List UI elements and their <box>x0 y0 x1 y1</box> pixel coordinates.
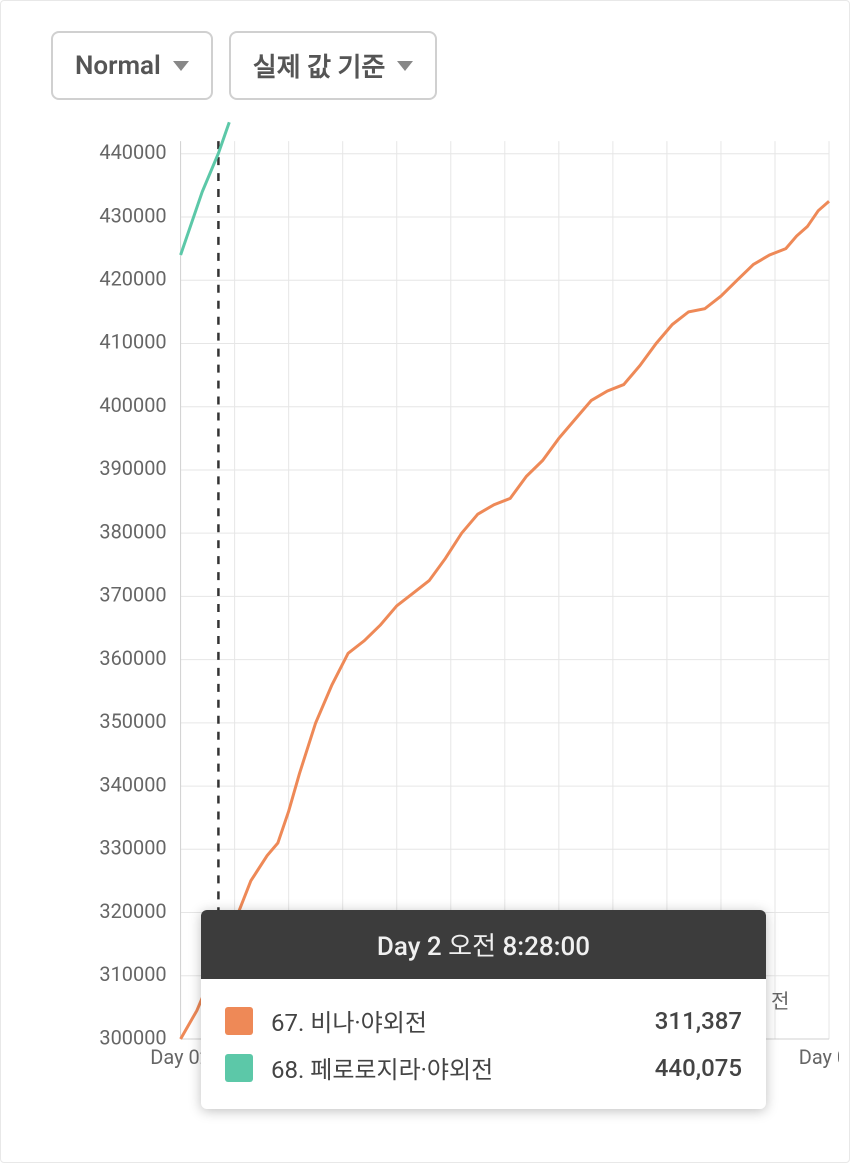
chart-container: Normal 실제 값 기준 3000003100003200003300003… <box>0 0 850 1163</box>
chart-area[interactable]: 3000003100003200003300003400003500003600… <box>11 120 839 1120</box>
tooltip-row: 68. 페로로지라·야외전 440,075 <box>225 1044 742 1091</box>
svg-text:360000: 360000 <box>99 646 166 670</box>
svg-text:380000: 380000 <box>99 519 166 543</box>
basis-dropdown-label: 실제 값 기준 <box>253 47 386 84</box>
svg-text:430000: 430000 <box>99 203 166 227</box>
svg-text:340000: 340000 <box>99 772 166 796</box>
chart-tooltip: Day 2 오전 8:28:00 67. 비나·야외전 311,387 68. … <box>201 910 766 1109</box>
svg-text:410000: 410000 <box>99 330 166 354</box>
tooltip-value: 311,387 <box>622 1007 742 1035</box>
chevron-down-icon <box>397 61 413 71</box>
tooltip-label: 67. 비나·야외전 <box>271 1003 604 1038</box>
tooltip-header: Day 2 오전 8:28:00 <box>201 910 766 979</box>
svg-text:330000: 330000 <box>99 836 166 860</box>
tooltip-body: 67. 비나·야외전 311,387 68. 페로로지라·야외전 440,075 <box>201 979 766 1109</box>
chart-controls: Normal 실제 값 기준 <box>11 11 839 120</box>
svg-text:370000: 370000 <box>99 583 166 607</box>
series-swatch-1 <box>225 1007 253 1035</box>
svg-text:310000: 310000 <box>99 962 166 986</box>
tooltip-label: 68. 페로로지라·야외전 <box>271 1050 604 1085</box>
obscured-text-fragment: 전 <box>771 985 789 1014</box>
svg-text:400000: 400000 <box>99 393 166 417</box>
svg-text:350000: 350000 <box>99 709 166 733</box>
chevron-down-icon <box>173 61 189 71</box>
scale-dropdown-label: Normal <box>75 51 161 81</box>
svg-text:320000: 320000 <box>99 899 166 923</box>
series-swatch-2 <box>225 1054 253 1082</box>
scale-dropdown[interactable]: Normal <box>51 31 213 100</box>
tooltip-value: 440,075 <box>622 1054 742 1082</box>
svg-text:420000: 420000 <box>99 267 166 291</box>
svg-text:390000: 390000 <box>99 456 166 480</box>
svg-text:440000: 440000 <box>99 140 166 164</box>
basis-dropdown[interactable]: 실제 값 기준 <box>229 31 438 100</box>
tooltip-row: 67. 비나·야외전 311,387 <box>225 997 742 1044</box>
svg-text:Day 08: Day 08 <box>799 1045 839 1069</box>
